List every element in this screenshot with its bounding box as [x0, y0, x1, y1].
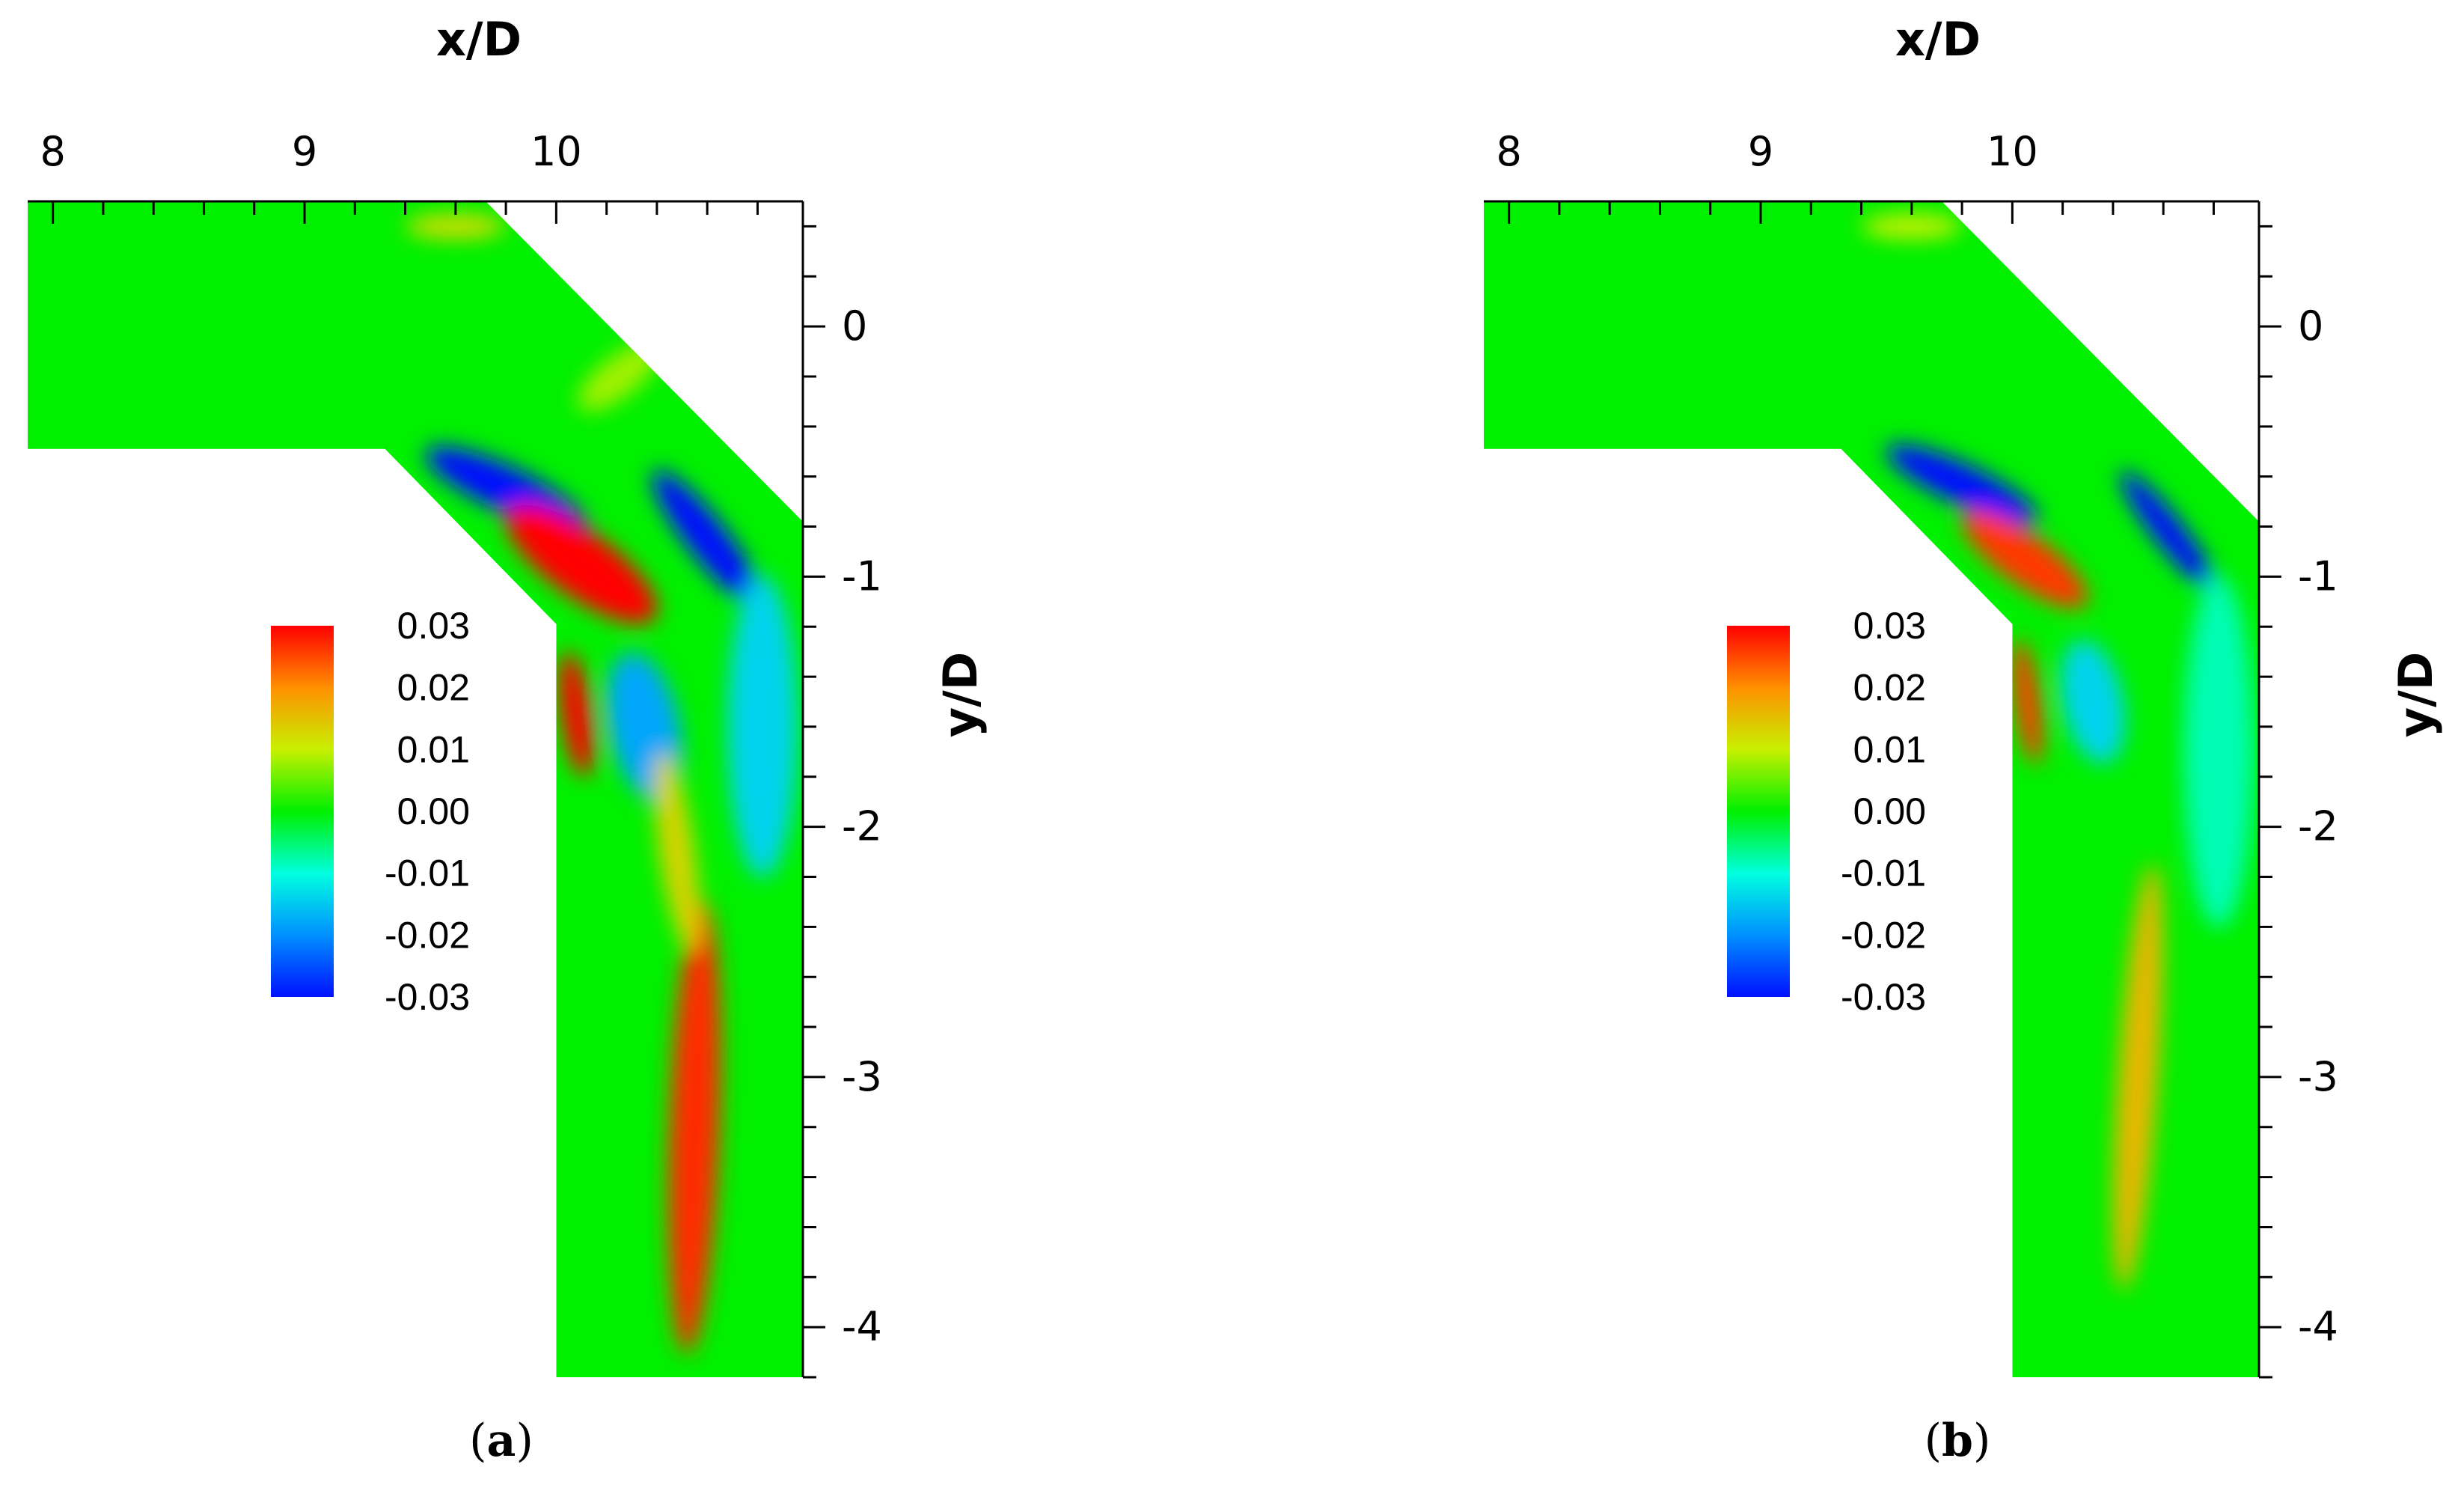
contour-feature-1	[1886, 444, 2038, 524]
y-tick-label: 0	[842, 302, 867, 350]
contour-feature-4	[2060, 639, 2126, 764]
colorbar-label: 0.02	[1853, 667, 1926, 709]
colorbar-label: -0.01	[385, 853, 470, 894]
y-tick-label: -1	[2298, 552, 2338, 600]
pipe-domain	[28, 201, 803, 1377]
colorbar-label: 0.03	[397, 605, 470, 647]
contour-field	[28, 201, 803, 1377]
y-axis-title: y/D	[933, 652, 988, 738]
contour-feature-7	[2183, 575, 2254, 928]
contour-feature-6	[2113, 863, 2163, 1291]
y-tick-label: -3	[2298, 1053, 2338, 1100]
contour-feature-10	[577, 341, 661, 412]
contour-feature-2	[505, 504, 658, 624]
colorbar-label: -0.03	[385, 976, 470, 1018]
colorbar-label: 0.01	[1853, 728, 1926, 770]
contour-feature-5	[2012, 639, 2043, 764]
x-tick-label: 9	[1748, 128, 1773, 175]
colorbar-label: 0.01	[397, 728, 470, 770]
pipe-domain	[1484, 201, 2259, 1377]
x-tick-label: 8	[40, 128, 65, 175]
colorbar-label: -0.02	[385, 914, 470, 956]
x-axis-title: x/D	[1895, 12, 1981, 67]
y-tick-label: -2	[2298, 803, 2338, 850]
y-tick-label: -2	[842, 803, 882, 850]
colorbar-label: 0.00	[397, 790, 470, 832]
contour-feature-2	[1962, 510, 2088, 609]
contour-feature-5	[559, 651, 594, 777]
y-tick-label: 0	[2298, 302, 2323, 350]
colorbar-label: 0.00	[1853, 790, 1926, 832]
y-tick-label: -4	[842, 1303, 882, 1350]
colorbar-label: 0.03	[1853, 605, 1926, 647]
x-tick-label: 10	[531, 128, 582, 175]
colorbar-label: 0.02	[397, 667, 470, 709]
contour-feature-7	[654, 751, 700, 952]
x-tick-label: 8	[1496, 128, 1521, 175]
contour-feature-8	[1861, 213, 1963, 240]
y-tick-label: -1	[842, 552, 882, 600]
x-tick-label: 9	[292, 128, 317, 175]
colorbar	[271, 626, 334, 997]
contour-feature-3	[652, 470, 762, 608]
colorbar-label: -0.01	[1841, 853, 1926, 894]
x-axis-title: x/D	[436, 12, 522, 67]
contour-feature-3	[2120, 471, 2217, 592]
y-tick-label: -3	[842, 1053, 882, 1100]
panel-b: 8 9 10 0 -1 -2 -3 -4 x/D y/D 0.03 0.02 0.01 0.00 -0.01…	[1484, 12, 2443, 1467]
colorbar-label: -0.02	[1841, 914, 1926, 956]
contour-field	[1484, 201, 2259, 1377]
x-tick-label: 10	[1987, 128, 2038, 175]
y-axis-title: y/D	[2388, 652, 2443, 738]
colorbar	[1727, 626, 1790, 997]
contour-feature-8	[727, 576, 798, 878]
contour-feature-9	[405, 213, 507, 240]
colorbar-label: -0.03	[1841, 976, 1926, 1018]
y-tick-label: -4	[2298, 1303, 2338, 1350]
panel-a: 8 9 10 0 -1 -2 -3 -4 x/D y/D 0.03 0.02 0.01 0.00 -0.01…	[28, 12, 988, 1467]
contour-feature-6	[668, 900, 721, 1354]
panel-caption: (b)	[1925, 1415, 1991, 1467]
panel-caption: (a)	[469, 1415, 534, 1467]
